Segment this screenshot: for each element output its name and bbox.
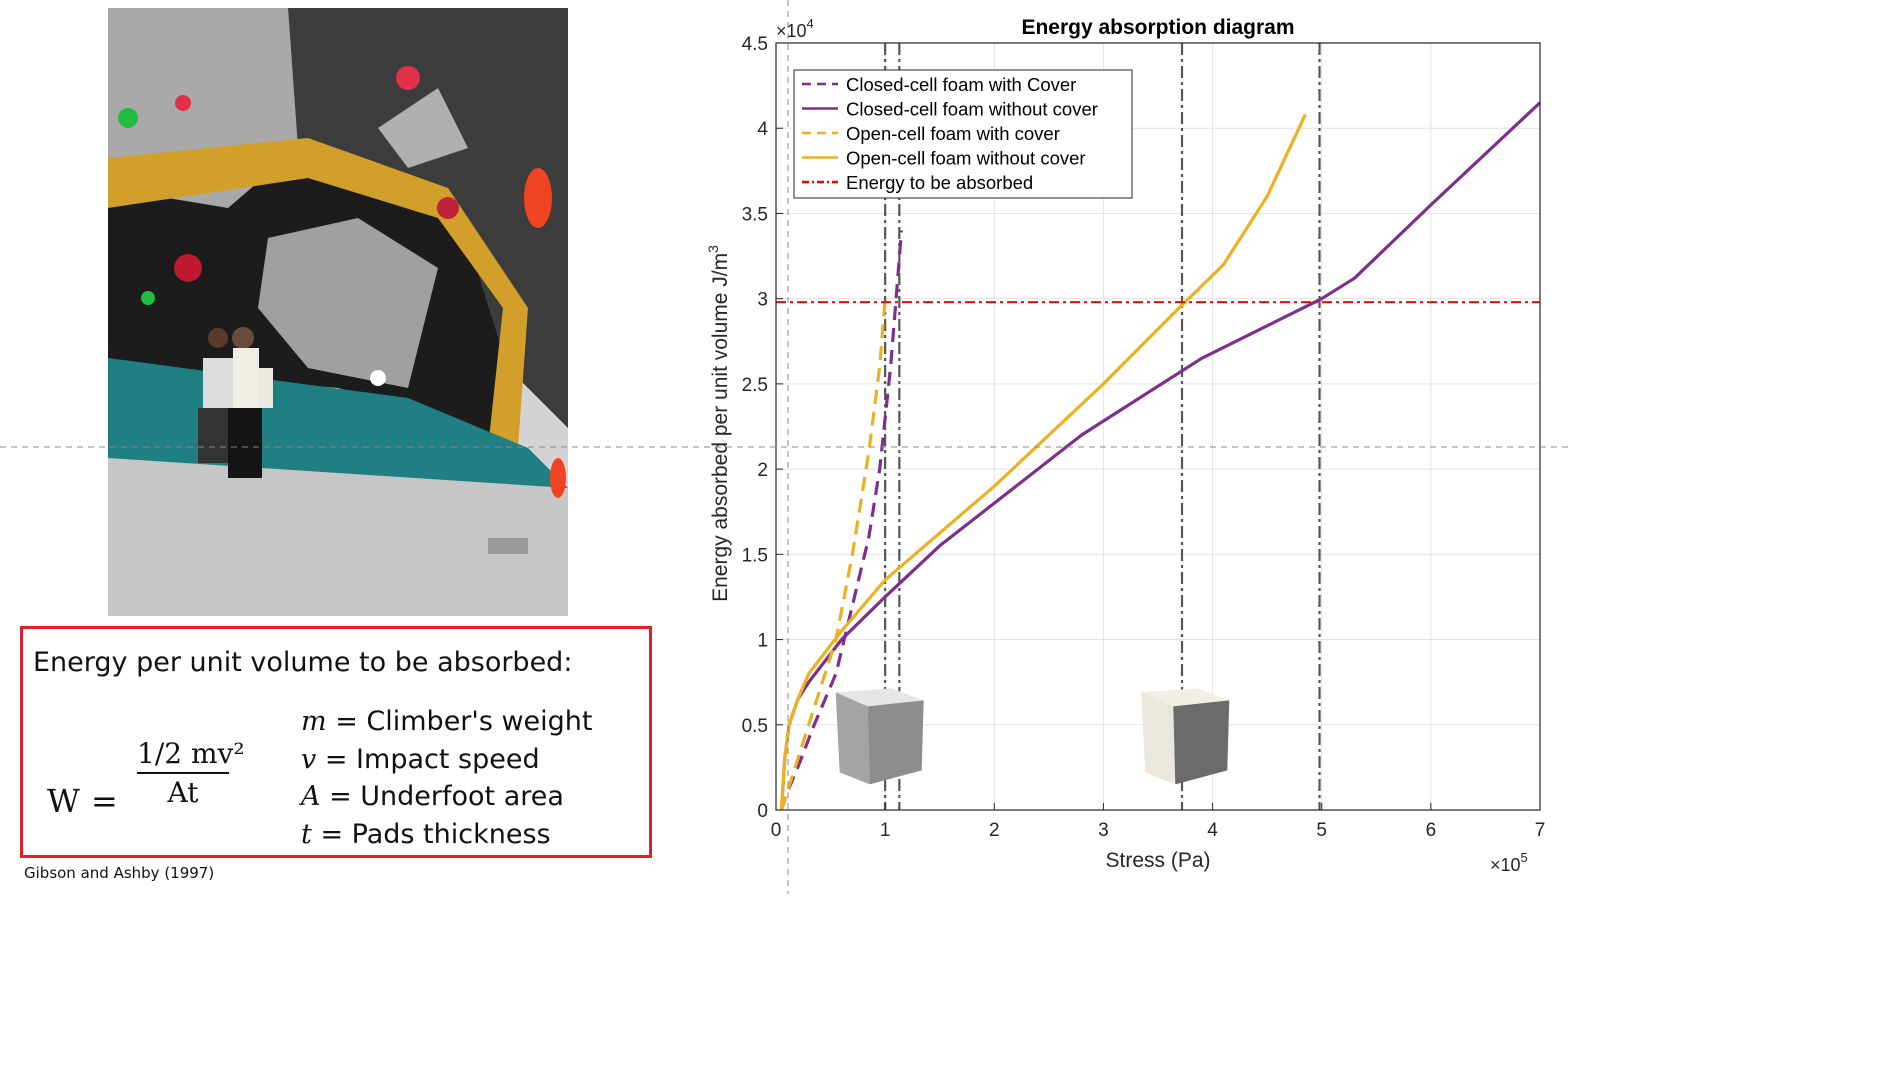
y-tick-label: 1.5: [742, 545, 768, 566]
open-cell-foam-image: [1141, 688, 1230, 785]
chart-title: Energy absorption diagram: [1021, 16, 1294, 39]
y-tick-label: 1: [757, 631, 768, 652]
cube-top: [1141, 688, 1230, 707]
legend: Closed-cell foam with Cover Closed-cell f…: [793, 69, 1133, 199]
x-multiplier-exponent: 5: [1521, 850, 1528, 865]
legend-label: Closed-cell foam without cover: [846, 99, 1098, 120]
axes-box: [775, 42, 1541, 811]
equation-numerator: 1/2 mv²: [137, 737, 245, 770]
formula-heading: Energy per unit volume to be absorbed:: [33, 647, 573, 678]
definition-symbol: t: [301, 818, 312, 850]
y-axis-label-superscript: 3: [705, 245, 721, 253]
x-axis-multiplier: ×105: [1490, 850, 1528, 875]
cube-side: [867, 700, 924, 785]
y-axis-label-text: Energy absorbed per unit volume J/m: [709, 253, 732, 602]
legend-label: Open-cell foam without cover: [846, 148, 1086, 169]
reference-vertical-lines: [884, 43, 1321, 810]
equation-equals: =: [91, 782, 118, 820]
definition-row: A = Underfoot area: [301, 778, 593, 816]
cube-side: [1173, 700, 1230, 785]
equation-lhs: W: [47, 782, 80, 820]
definition-row: v = Impact speed: [301, 741, 593, 779]
y-tick-label: 2: [757, 460, 768, 481]
cube-front: [835, 692, 870, 785]
crosshair-lines: [0, 0, 1568, 894]
definition-row: t = Pads thickness: [301, 816, 593, 854]
formula-box: Energy per unit volume to be absorbed: W…: [20, 626, 652, 858]
x-tick-label: 2: [989, 820, 1000, 841]
definition-symbol: A: [301, 781, 321, 812]
definition-symbol: v: [301, 743, 317, 775]
cube-top: [835, 688, 924, 707]
y-tick-label: 3: [757, 290, 768, 311]
legend-label: Closed-cell foam with Cover: [846, 74, 1076, 95]
y-tick-label: 4: [757, 119, 768, 140]
x-tick-label: 4: [1207, 820, 1218, 841]
definition-text: = Impact speed: [316, 743, 540, 775]
variable-definitions: m = Climber's weight v = Impact speed A …: [301, 703, 593, 853]
y-tick-label: 0.5: [742, 716, 768, 737]
definition-text: = Pads thickness: [311, 818, 551, 850]
x-tick-label: 6: [1426, 820, 1437, 841]
x-tick-label: 0: [771, 820, 782, 841]
legend-label: Open-cell foam with cover: [846, 123, 1060, 144]
y-axis-multiplier: ×104: [776, 16, 814, 41]
y-axis-label: Energy absorbed per unit volume J/m3: [705, 245, 732, 602]
foam-sample-images: [835, 688, 1230, 785]
definition-symbol: m: [301, 706, 327, 737]
citation: Gibson and Ashby (1997): [24, 864, 215, 882]
y-tick-label: 3.5: [742, 204, 768, 225]
x-tick-label: 1: [880, 820, 891, 841]
x-multiplier-base: ×10: [1490, 855, 1521, 875]
climbing-wall-photo: [108, 8, 568, 616]
fraction-bar: [137, 772, 229, 774]
series-lines: [776, 101, 1542, 811]
x-tick-label: 5: [1316, 820, 1327, 841]
equation-denominator: At: [167, 776, 199, 809]
y-tick-label: 0: [757, 801, 768, 822]
cube-front: [1141, 692, 1176, 785]
y-multiplier-exponent: 4: [807, 16, 814, 31]
tick-labels: 0 1 2 3 4 5 6 7 0 0.5 1 1.5 2 2.5 3 3.5 4 4.5: [742, 34, 1546, 841]
x-tick-label: 3: [1098, 820, 1109, 841]
x-tick-label: 7: [1535, 820, 1546, 841]
definition-text: = Underfoot area: [320, 781, 564, 812]
legend-box: [793, 69, 1133, 199]
y-tick-label: 4.5: [742, 34, 768, 55]
closed-cell-foam-image: [835, 688, 924, 785]
y-tick-label: 2.5: [742, 375, 768, 396]
series-line: [779, 113, 1307, 811]
equation-fraction: 1/2 mv² At: [137, 737, 245, 809]
y-multiplier-base: ×10: [776, 21, 807, 41]
legend-label: Energy to be absorbed: [846, 172, 1033, 193]
energy-absorption-chart: 0 1 2 3 4 5 6 7 0 0.5 1 1.5 2 2.5 3 3.5 4 4.5 Energy abso…: [0, 0, 1568, 894]
definition-row: m = Climber's weight: [301, 703, 593, 741]
x-axis-label: Stress (Pa): [1105, 849, 1210, 872]
definition-text: = Climber's weight: [326, 706, 593, 737]
